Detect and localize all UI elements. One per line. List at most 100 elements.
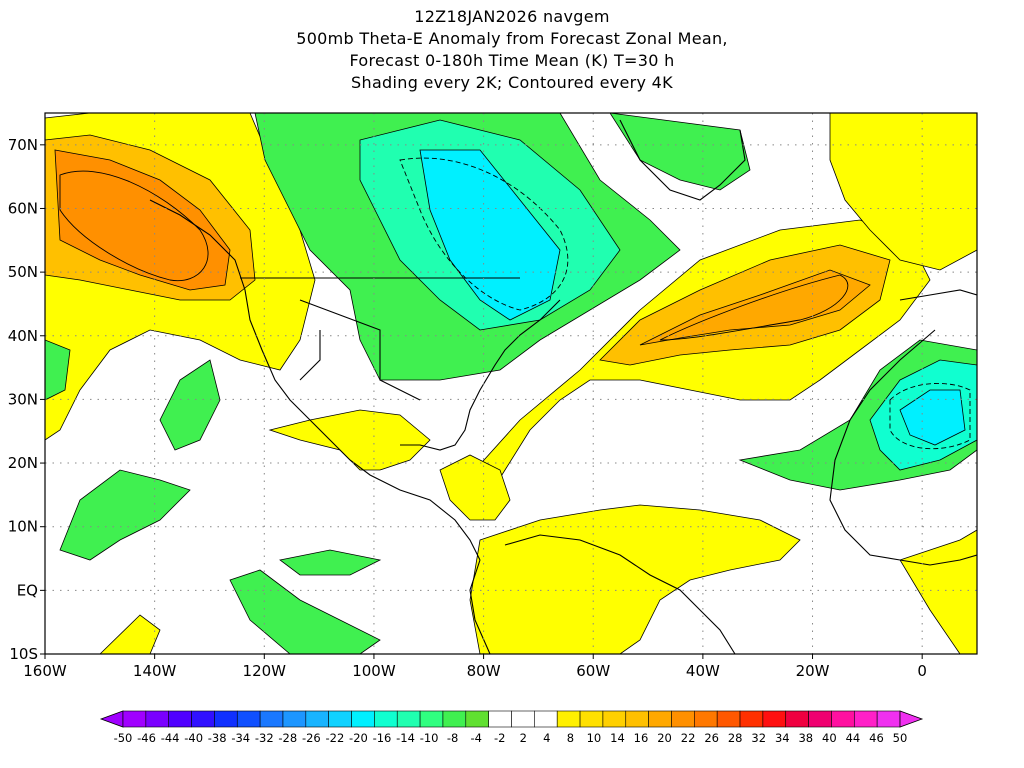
colorbar-swatch xyxy=(191,710,215,728)
axis-ticks xyxy=(40,144,923,659)
colorbar-swatch xyxy=(168,710,192,728)
lat-label: 30N xyxy=(8,390,38,408)
east-pacific-cold-2 xyxy=(229,569,381,654)
colorbar-swatch xyxy=(396,710,421,728)
colorbar-swatch xyxy=(785,710,809,728)
lat-label: 10S xyxy=(9,645,38,663)
colorbar-label: -10 xyxy=(420,731,439,745)
colorbar-label: 50 xyxy=(893,731,908,745)
colorbar-swatch xyxy=(716,710,741,728)
colorbar-label: -38 xyxy=(208,731,227,745)
colorbar-swatch xyxy=(374,710,398,728)
colorbar-swatch xyxy=(876,710,901,728)
colorbar-swatch xyxy=(122,710,147,728)
colorbar-swatch xyxy=(808,710,832,728)
colorbar-swatch xyxy=(556,710,581,728)
colorbar-label: -28 xyxy=(278,731,297,745)
colorbar-swatch xyxy=(282,710,307,728)
colorbar-swatch xyxy=(739,710,764,728)
north-america-west-coast xyxy=(149,199,481,561)
contour-canada xyxy=(399,157,569,311)
colorbar-label: 22 xyxy=(681,731,696,745)
colorbar-label: -46 xyxy=(137,731,156,745)
lat-label: 40N xyxy=(8,327,38,345)
colorbar-swatch xyxy=(671,710,695,728)
colorbar-label: 34 xyxy=(775,731,790,745)
graticule xyxy=(45,113,977,654)
canada-cold-core xyxy=(419,149,561,321)
colorbar-label: -50 xyxy=(114,731,133,745)
colorbar-swatch xyxy=(465,710,489,728)
colorbar-swatch xyxy=(442,710,467,728)
lon-label: 20W xyxy=(796,662,830,680)
colorbar-label: 14 xyxy=(610,731,625,745)
colorbar-swatch xyxy=(488,710,512,728)
colorbar-label: 8 xyxy=(567,731,574,745)
colorbar xyxy=(99,710,924,728)
africa-west-coast xyxy=(829,329,977,566)
lat-label: EQ xyxy=(17,581,38,599)
lon-label: 100W xyxy=(352,662,396,680)
colorbar-swatch xyxy=(762,710,787,728)
lon-label: 140W xyxy=(133,662,177,680)
colorbar-labels: -50 -46 -44 -40 -38 -34 -32 -28 -26 -22 -20 -16 -14-… xyxy=(114,731,908,745)
colorbar-swatch xyxy=(214,710,238,728)
map-frame xyxy=(44,112,978,655)
colorbar-swatch xyxy=(351,710,375,728)
colorbar-label: -34 xyxy=(231,731,250,745)
colorbar-label: -4 xyxy=(470,731,481,745)
lat-label: 50N xyxy=(8,263,38,281)
us-border xyxy=(240,277,520,401)
colorbar-label: 2 xyxy=(520,731,527,745)
latitude-labels: 70N 60N 50N 40N 30N 20N 10N EQ 10S xyxy=(8,136,38,663)
colorbar-swatch xyxy=(259,710,284,728)
north-america-east-coast xyxy=(400,299,561,451)
colorbar-label: -40 xyxy=(184,731,203,745)
colorbar-label: 20 xyxy=(657,731,672,745)
colorbar-swatch xyxy=(511,710,535,728)
colorbar-label: -26 xyxy=(302,731,321,745)
colorbar-swatch xyxy=(534,710,558,728)
gulf-warm-region xyxy=(439,454,511,521)
colorbar-label: 4 xyxy=(543,731,550,745)
colorbar-label: 26 xyxy=(704,731,719,745)
contour-atlantic xyxy=(659,274,849,341)
east-pacific-cold-4 xyxy=(45,339,71,401)
lat-label: 60N xyxy=(8,199,38,217)
colorbar-swatch xyxy=(145,710,170,728)
colorbar-label: 10 xyxy=(587,731,602,745)
colorbar-label: -44 xyxy=(161,731,180,745)
n-africa-cold-core xyxy=(899,389,966,446)
contour-alaska xyxy=(59,170,209,282)
colorbar-swatch xyxy=(579,710,604,728)
tropical-atlantic-warm xyxy=(469,504,801,654)
colorbar-swatch xyxy=(602,710,627,728)
colorbar-swatch xyxy=(853,710,878,728)
colorbar-swatch xyxy=(236,710,261,728)
colorbar-arrow-low xyxy=(99,710,124,728)
coastlines xyxy=(149,119,977,654)
lon-label: 40W xyxy=(686,662,720,680)
colorbar-label: -22 xyxy=(326,731,345,745)
greenland-coast xyxy=(619,119,746,201)
nw-africa-warm-region xyxy=(829,113,977,271)
colorbar-label: 40 xyxy=(822,731,837,745)
se-pacific-warm xyxy=(99,614,161,654)
negative-anomaly-shading xyxy=(45,113,977,654)
colorbar-label: 32 xyxy=(751,731,766,745)
colorbar-swatch xyxy=(419,710,444,728)
equatorial-east-atlantic-warm xyxy=(899,529,977,654)
title-shading-note: Shading every 2K; Contoured every 4K xyxy=(351,73,673,92)
lon-label: 60W xyxy=(576,662,610,680)
plot-title: 12Z18JAN2026 navgem 500mb Theta-E Anomal… xyxy=(0,6,1024,94)
colorbar-label: -32 xyxy=(255,731,274,745)
title-model-run: 12Z18JAN2026 navgem xyxy=(414,7,610,26)
colorbar-swatch xyxy=(694,710,718,728)
colorbar-label: -8 xyxy=(447,731,458,745)
lon-label: 0 xyxy=(917,662,927,680)
east-pacific-cold-3 xyxy=(159,359,221,451)
title-variable: 500mb Theta-E Anomaly from Forecast Zona… xyxy=(296,29,728,48)
colorbar-swatch xyxy=(831,710,855,728)
map-field xyxy=(45,113,977,654)
